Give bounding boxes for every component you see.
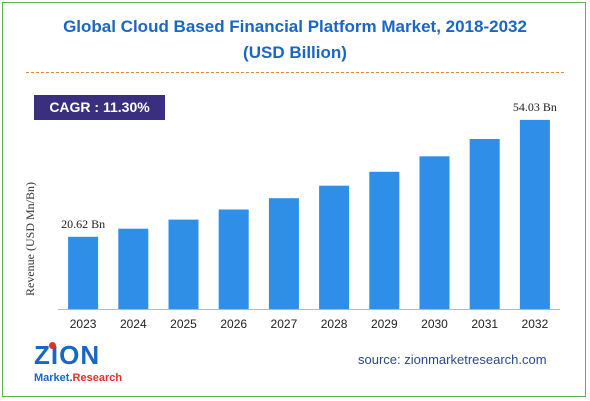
bar-2027: [269, 198, 299, 309]
x-tick-label: 2028: [321, 317, 348, 331]
bar-2028: [319, 186, 349, 309]
bar-2032: [520, 120, 550, 309]
bars-layer: [68, 120, 550, 309]
logo-sub-part1: Market.: [34, 372, 73, 384]
x-tick-label: 2029: [371, 317, 398, 331]
logo-sub-text: Market.Research: [34, 372, 122, 384]
x-tick-labels: 2023 2024 2025 2026 2027 2028 2029 2030 2031 2032: [70, 317, 549, 331]
bar-2029: [369, 172, 399, 309]
y-axis-label: Revenue (USD Mn/Bn): [23, 182, 37, 296]
bar-2031: [470, 139, 500, 309]
data-label-2032: 54.03 Bn: [513, 100, 557, 114]
logo-sub-part2: Research: [73, 372, 123, 384]
bar-2030: [420, 156, 450, 309]
bar-2024: [118, 229, 148, 309]
logo-main-text: ZION: [34, 340, 100, 371]
x-tick-label: 2032: [522, 317, 549, 331]
x-tick-label: 2023: [70, 317, 97, 331]
bar-2026: [219, 210, 249, 310]
x-tick-label: 2030: [421, 317, 448, 331]
zion-logo: ZION Market.Research: [32, 340, 132, 390]
source-text: source: zionmarketresearch.com: [358, 352, 547, 367]
x-tick-label: 2025: [170, 317, 197, 331]
data-label-2023: 20.62 Bn: [61, 217, 105, 231]
bar-2025: [169, 220, 199, 309]
x-tick-label: 2024: [120, 317, 147, 331]
x-tick-label: 2026: [220, 317, 247, 331]
x-tick-label: 2031: [471, 317, 498, 331]
bar-2023: [68, 237, 98, 309]
x-tick-label: 2027: [271, 317, 298, 331]
logo-dot-icon: [49, 342, 56, 349]
